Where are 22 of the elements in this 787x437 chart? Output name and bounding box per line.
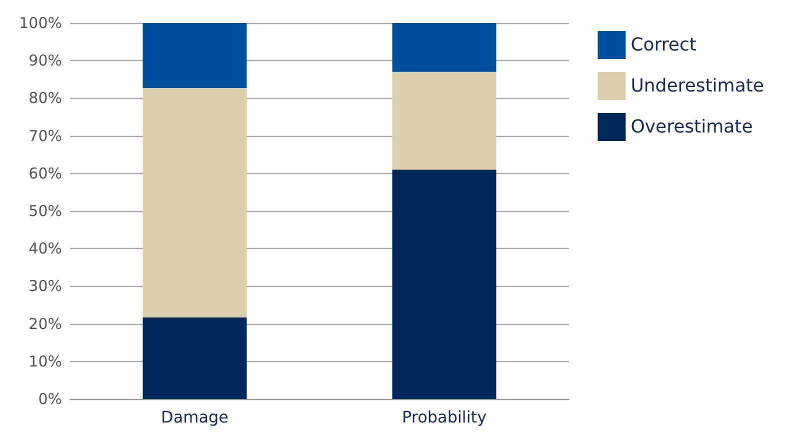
bar xyxy=(392,72,496,170)
y-tick-label: 30% xyxy=(28,277,62,296)
bar xyxy=(142,317,247,399)
y-tick-label: 60% xyxy=(28,164,62,182)
legend-label: Correct xyxy=(630,34,696,56)
y-tick-label: 100% xyxy=(19,14,62,32)
y-tick-label: 50% xyxy=(28,202,62,220)
y-tick-label: 80% xyxy=(28,89,62,108)
x-tick-label: Probability xyxy=(402,408,487,426)
y-tick-label: 10% xyxy=(28,352,62,370)
y-tick-label: 40% xyxy=(28,240,62,258)
y-tick-label: 0% xyxy=(38,390,62,408)
y-tick-label: 70% xyxy=(28,126,62,145)
y-tick-label: 90% xyxy=(28,52,62,70)
bar xyxy=(392,170,496,399)
legend-label: Underestimate xyxy=(630,76,764,96)
bar xyxy=(142,23,247,88)
y-tick-label: 20% xyxy=(28,314,62,333)
legend-label: Overestimate xyxy=(630,116,753,138)
bar xyxy=(142,88,247,318)
bar xyxy=(392,23,496,72)
x-tick-label: Damage xyxy=(160,408,229,426)
